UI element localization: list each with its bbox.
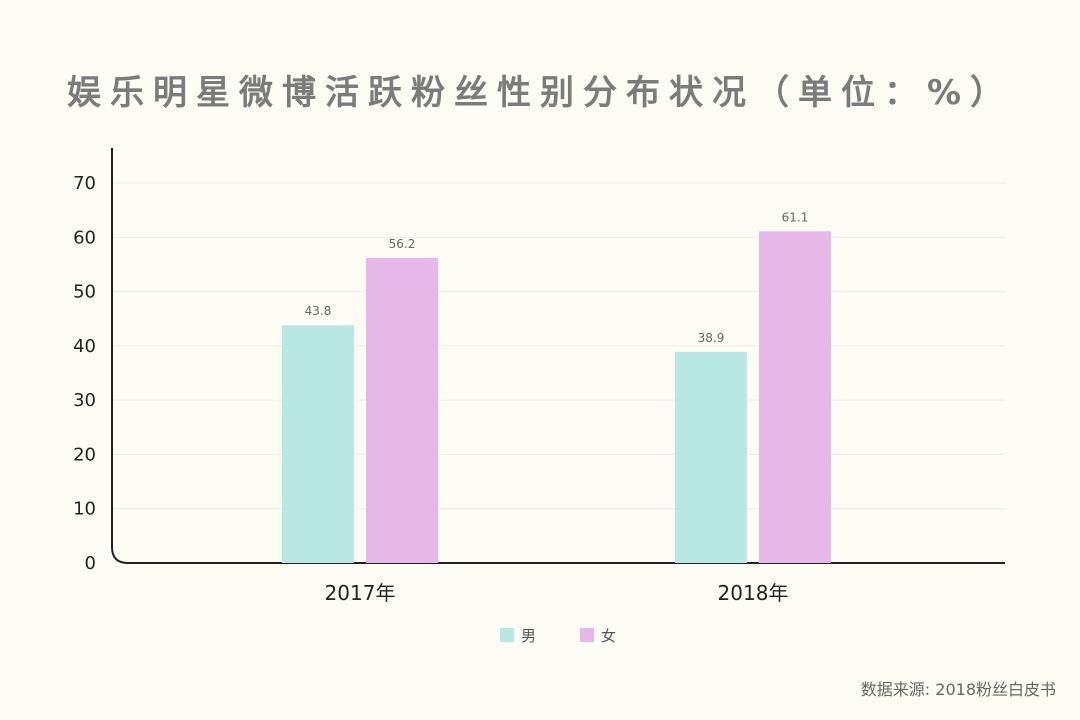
legend-label: 男 xyxy=(521,627,536,645)
y-tick-label: 50 xyxy=(73,282,96,303)
legend-swatch-男 xyxy=(500,628,514,642)
y-tick-label: 10 xyxy=(73,499,96,520)
axis-lines xyxy=(111,148,1005,564)
y-tick-label: 30 xyxy=(73,390,96,411)
legend-label: 女 xyxy=(601,627,616,645)
bar-男-2018年 xyxy=(675,351,747,563)
data-label: 43.8 xyxy=(305,304,332,318)
bar-男-2017年 xyxy=(282,325,354,563)
data-label: 38.9 xyxy=(698,331,725,345)
y-tick-label: 60 xyxy=(73,227,96,248)
bar-女-2018年 xyxy=(759,231,831,564)
y-tick-label: 0 xyxy=(85,553,96,574)
data-label: 56.2 xyxy=(389,237,416,251)
bar-女-2017年 xyxy=(366,257,438,563)
chart-title: 娱乐明星微博活跃粉丝性别分布状况（单位：%） xyxy=(66,73,1014,113)
legend-swatch-女 xyxy=(580,628,594,642)
y-tick-label: 70 xyxy=(73,173,96,194)
x-category-label: 2017年 xyxy=(325,581,396,605)
y-tick-label: 40 xyxy=(73,336,96,357)
y-tick-label: 20 xyxy=(73,444,96,465)
data-label: 61.1 xyxy=(782,210,809,224)
x-category-label: 2018年 xyxy=(718,581,789,605)
source-note: 数据来源: 2018粉丝白皮书 xyxy=(860,680,1056,699)
